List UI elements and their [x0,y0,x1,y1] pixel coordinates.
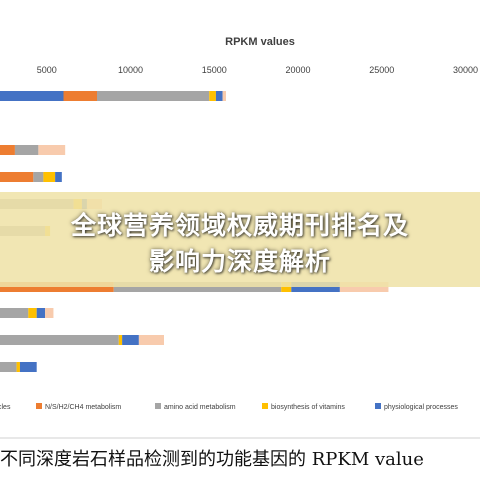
bar-segment [118,335,123,345]
legend-label: physiological processes [384,404,458,411]
chart-title: RPKM values [225,36,295,48]
bar-segment [36,308,46,318]
bar-segment [0,145,15,155]
x-tick-label: 30000 [453,65,478,75]
bar-segment [33,172,44,182]
bar-segment [63,91,97,101]
x-tick-label: 10000 [118,65,143,75]
legend-swatch [155,403,161,409]
legend-swatch [375,403,381,409]
legend-label: N/S/H2/CH4 metabolism [45,404,121,411]
bar-segment [28,308,37,318]
bar-segment [291,282,340,292]
legend-swatch [36,403,42,409]
bar-segment [55,172,62,182]
x-tick-label: 5000 [37,65,57,75]
bar-segment [209,91,216,101]
bar-segment [97,91,210,101]
bar-segment [45,308,54,318]
x-tick-label: 15000 [202,65,227,75]
x-tick-label: 25000 [369,65,394,75]
figure-caption: 不同深度岩石样品检测到的功能基因的 RPKM value [0,449,424,470]
bar-segment [222,91,226,101]
bar-segment [122,335,139,345]
bar-segment [14,145,39,155]
banner-line-1: 全球营养领域权威期刊排名及 [70,211,409,240]
bar-segment [16,362,20,372]
legend-swatch [262,403,268,409]
banner-overlay: 全球营养领域权威期刊排名及 影响力深度解析 [0,192,480,287]
legend-label: amino acid metabolism [164,404,236,411]
bar-segment [281,282,292,292]
legend-label: cycles [0,404,11,411]
bar-segment [0,172,34,182]
bar-segment [0,362,17,372]
bar-segment [38,145,66,155]
bar-segment [0,91,64,101]
bar-segment [113,282,282,292]
x-tick-label: 20000 [285,65,310,75]
bar-segment [43,172,56,182]
legend-label: biosynthesis of vitamins [271,404,345,411]
bar-segment [0,335,119,345]
banner-line-2: 影响力深度解析 [148,247,331,276]
bar-segment [0,282,114,292]
bar-segment [19,362,37,372]
bar-segment [138,335,164,345]
bar-segment [0,308,29,318]
bar-segment [339,282,389,292]
bar-segment [215,91,223,101]
